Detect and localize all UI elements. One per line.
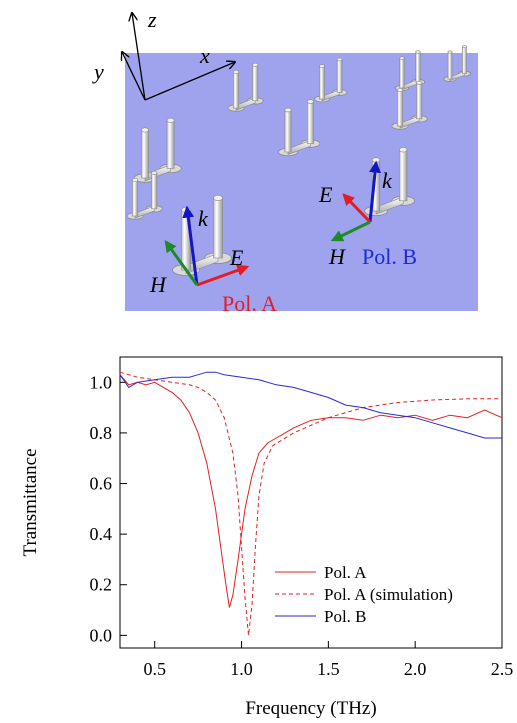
legend-label: Pol. A (simulation) — [324, 585, 453, 604]
e-vector-a — [196, 264, 250, 287]
series-line — [119, 371, 502, 636]
metamaterial-diagram: z x y k E H Pol. A k E H Pol. B — [92, 7, 478, 316]
series-lines — [119, 371, 503, 636]
legend-label: Pol. A — [324, 563, 367, 582]
k-label-a: k — [198, 206, 209, 231]
u-resonator — [227, 62, 264, 112]
h-vector-b — [330, 220, 371, 242]
u-resonator — [391, 80, 428, 130]
e-vector-b — [342, 193, 372, 224]
plot-frame — [119, 356, 503, 649]
series-line — [119, 374, 503, 608]
axis-ticks: 0.5 1.0 1.5 2.0 2.5 0.0 0.2 0.4 0.6 0.8 1.0 — [90, 372, 514, 679]
pol-b-label: Pol. B — [362, 244, 417, 269]
legend-label: Pol. B — [324, 607, 367, 626]
x-axis-label: x — [199, 43, 210, 68]
u-resonator — [278, 99, 321, 157]
h-vector-a — [164, 240, 199, 286]
x-tick-label: 1.0 — [230, 659, 253, 679]
transmittance-chart: 0.5 1.0 1.5 2.0 2.5 0.0 0.2 0.4 0.6 0.8 1.0 Pol. A… — [20, 356, 514, 719]
x-tick-label: 2.0 — [404, 659, 427, 679]
k-vector-a — [182, 205, 199, 286]
y-axis — [122, 52, 146, 101]
x-tick-label: 2.5 — [491, 659, 514, 679]
x-axis — [144, 62, 235, 101]
h-label-a: H — [149, 272, 167, 297]
z-axis — [132, 13, 146, 101]
u-resonator — [443, 45, 471, 82]
y-tick-label: 0.0 — [90, 625, 113, 645]
coordinate-axes: z x y — [92, 7, 235, 101]
e-label-b: E — [318, 182, 333, 207]
e-label-a: E — [229, 245, 244, 270]
z-axis-label: z — [147, 7, 157, 32]
y-tick-label: 0.6 — [90, 474, 113, 494]
x-axis-title: Frequency (THz) — [245, 698, 376, 719]
pol-a-label: Pol. A — [222, 291, 277, 316]
x-tick-label: 0.5 — [143, 659, 166, 679]
series-line — [119, 371, 502, 439]
y-tick-label: 0.2 — [90, 575, 113, 595]
pol-b-vectors: k E H Pol. B — [318, 160, 417, 269]
y-axis-title: Transmittance — [20, 448, 41, 556]
u-resonator — [126, 170, 163, 220]
h-label-b: H — [328, 244, 346, 269]
u-resonator — [314, 57, 348, 103]
k-vector-b — [368, 160, 381, 223]
y-axis-label: y — [92, 59, 104, 84]
pol-a-vectors: k E H Pol. A — [149, 205, 277, 316]
k-label-b: k — [382, 168, 393, 193]
y-tick-label: 0.4 — [90, 524, 113, 544]
x-tick-label: 1.5 — [317, 659, 340, 679]
y-tick-label: 1.0 — [90, 372, 113, 392]
legend: Pol. A Pol. A (simulation) Pol. B — [275, 563, 453, 626]
y-tick-label: 0.8 — [90, 423, 113, 443]
